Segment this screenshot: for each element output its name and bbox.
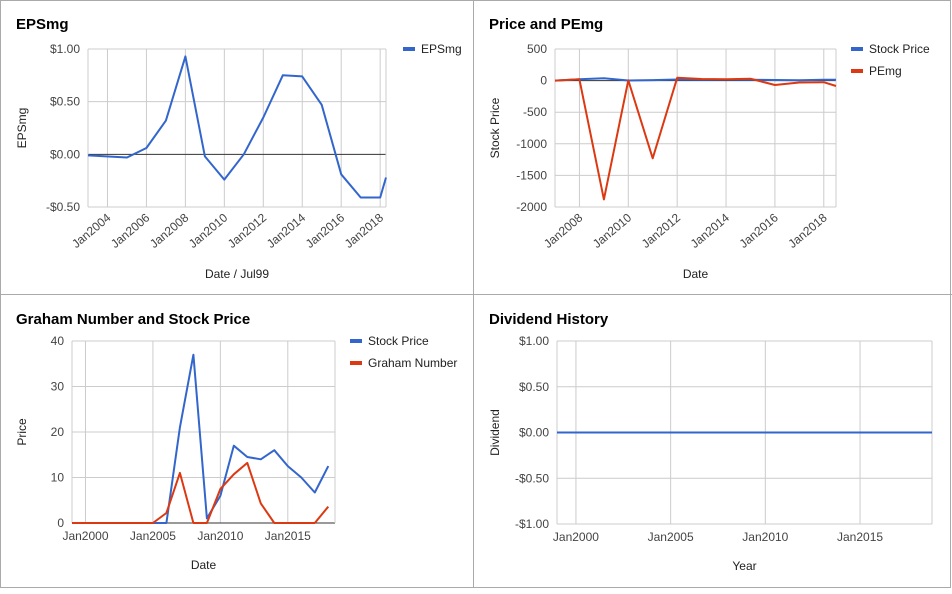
y-tick-label: -1500 xyxy=(516,168,547,182)
y-tick-label: $0.50 xyxy=(519,380,549,394)
legend-label: EPSmg xyxy=(421,42,462,56)
x-axis-label: Year xyxy=(732,559,756,573)
x-tick-label: Jan2000 xyxy=(62,529,108,543)
y-tick-label: $1.00 xyxy=(519,334,549,348)
legend-swatch xyxy=(403,47,415,51)
x-tick-label: Jan2012 xyxy=(225,210,270,251)
x-axis-label: Date xyxy=(683,267,709,281)
graham-chart-panel: Graham Number and Stock Price 40 30 20 10 0 Ja… xyxy=(0,295,473,587)
x-tick-label: Jan2000 xyxy=(553,530,599,544)
series-line-stock-price xyxy=(72,353,330,524)
x-tick-label: Jan2016 xyxy=(303,210,348,251)
legend-swatch xyxy=(350,361,362,365)
legend-swatch xyxy=(350,339,362,343)
x-tick-label: Jan2018 xyxy=(785,210,830,251)
x-tick-label: Jan2014 xyxy=(688,210,733,251)
y-tick-label: 500 xyxy=(527,42,547,56)
series-line-pemg xyxy=(554,76,837,201)
x-tick-label: Jan2018 xyxy=(342,210,387,251)
y-axis-label: EPSmg xyxy=(15,108,29,149)
x-tick-label: Jan2005 xyxy=(130,529,176,543)
y-tick-label: 40 xyxy=(51,334,65,348)
x-axis-label: Date / Jul99 xyxy=(205,267,269,281)
legend-label: Graham Number xyxy=(368,356,457,370)
chart-title: Graham Number and Stock Price xyxy=(16,311,250,328)
legend-swatch xyxy=(851,69,863,73)
y-tick-label: $0.00 xyxy=(50,147,80,161)
y-tick-label: $0.00 xyxy=(519,426,549,440)
x-tick-label: Jan2010 xyxy=(590,210,635,251)
x-tick-label: Jan2008 xyxy=(541,210,586,251)
x-axis-label: Date xyxy=(191,558,217,572)
y-tick-label: -2000 xyxy=(516,200,547,214)
chart-title: EPSmg xyxy=(16,16,69,33)
legend-label: Stock Price xyxy=(869,42,930,56)
y-tick-label: 0 xyxy=(540,74,547,88)
x-tick-label: Jan2006 xyxy=(108,210,153,251)
series-line-graham-number xyxy=(72,461,330,524)
x-tick-label: Jan2010 xyxy=(197,529,243,543)
legend-label: PEmg xyxy=(869,64,902,78)
x-tick-label: Jan2012 xyxy=(639,210,684,251)
y-tick-label: -500 xyxy=(523,105,547,119)
graham-chart: Graham Number and Stock Price403020100Ja… xyxy=(15,311,457,572)
legend-label: Stock Price xyxy=(368,334,429,348)
y-tick-label: -$1.00 xyxy=(515,517,549,531)
x-tick-label: Jan2005 xyxy=(648,530,694,544)
y-tick-label: 10 xyxy=(51,471,65,485)
y-axis-label: Stock Price xyxy=(488,97,502,158)
y-tick-label: -1000 xyxy=(516,137,547,151)
y-tick-label: 30 xyxy=(51,380,65,394)
x-tick-label: Jan2008 xyxy=(147,210,192,251)
chart-title: Dividend History xyxy=(489,311,609,328)
eps-chart: EPSmg $1.00 $0.50 $0.00 -$0.50Jan2004Jan2006… xyxy=(15,16,462,281)
legend-swatch xyxy=(851,47,863,51)
chart-title: Price and PEmg xyxy=(489,16,603,33)
y-tick-label: $0.50 xyxy=(50,95,80,109)
x-tick-label: Jan2010 xyxy=(742,530,788,544)
x-tick-label: Jan2015 xyxy=(837,530,883,544)
x-tick-label: Jan2010 xyxy=(186,210,231,251)
dividend-chart: Dividend History $1.00 $0.50 $0.00 -$0.50 -$1… xyxy=(488,311,933,573)
price-pe-chart: Price and PEmg5000-500-1000-1500-2000Jan… xyxy=(488,16,930,281)
y-axis-label: Price xyxy=(15,418,29,446)
x-tick-label: Jan2004 xyxy=(69,210,114,251)
price-pe-chart-panel: Price and PEmg 500 0 -500 -1000 -1500 -2000 Jan… xyxy=(473,0,952,294)
y-tick-label: -$0.50 xyxy=(46,200,80,214)
y-tick-label: -$0.50 xyxy=(515,471,549,485)
y-axis-label: Dividend xyxy=(488,409,502,456)
y-tick-label: 20 xyxy=(51,425,65,439)
x-tick-label: Jan2016 xyxy=(737,210,782,251)
x-tick-label: Jan2015 xyxy=(265,529,311,543)
dividend-chart-panel: Dividend History $1.00 $0.50 $0.00 -$0.50 -$1… xyxy=(473,295,952,587)
x-tick-label: Jan2014 xyxy=(264,210,309,251)
y-tick-label: 0 xyxy=(57,516,64,530)
eps-chart-panel: EPSmg $1.00 $0.50 $0.00 -$0.50 Jan2004 Jan2006… xyxy=(0,0,473,294)
y-tick-label: $1.00 xyxy=(50,42,80,56)
